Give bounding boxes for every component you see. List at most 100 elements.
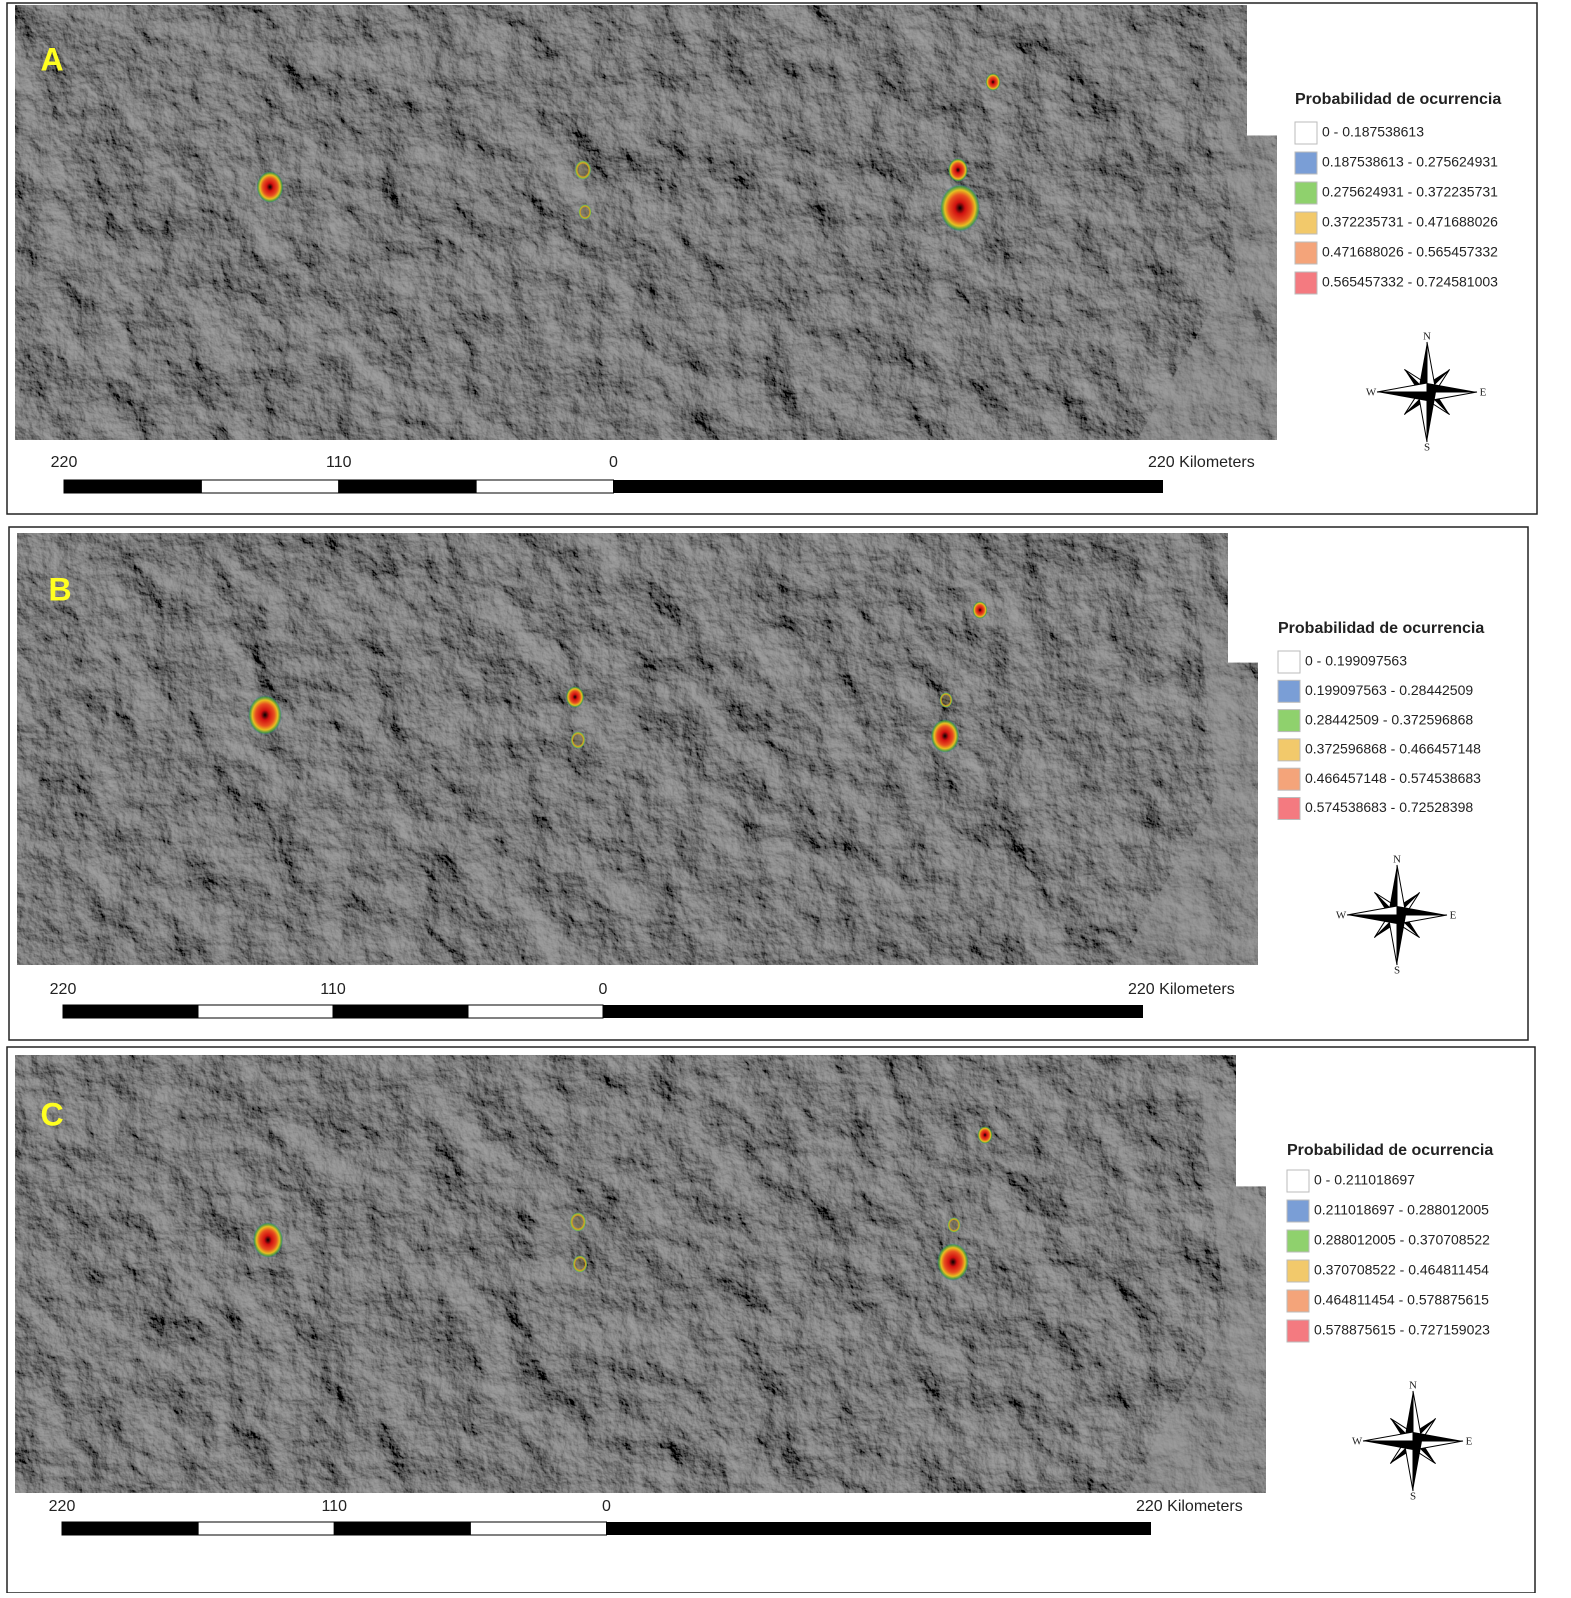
probability-hotspot — [947, 1217, 961, 1233]
compass-s: S — [1424, 442, 1430, 454]
panel-label: A — [40, 41, 63, 77]
scale-segment — [334, 1522, 470, 1535]
probability-hotspot — [575, 160, 592, 180]
compass-w: W — [1352, 1436, 1363, 1448]
scale-segment — [333, 1005, 468, 1018]
scale-segment — [603, 1005, 1143, 1018]
figure: A Probabilidad de ocurrencia 0 - 0.1875386… — [0, 0, 1571, 1593]
legend-label: 0.275624931 - 0.372235731 — [1322, 184, 1498, 200]
probability-hotspot — [948, 158, 968, 182]
legend-swatch — [1287, 1290, 1309, 1312]
compass-w: W — [1336, 910, 1347, 922]
hillshade — [15, 1055, 1266, 1493]
scale-label: 0 — [602, 1498, 611, 1515]
scale-segment — [63, 1005, 198, 1018]
legend-label: 0.574538683 - 0.72528398 — [1305, 799, 1473, 815]
legend-swatch — [1295, 242, 1317, 264]
hillshade — [15, 5, 1277, 440]
ocean-cut — [1247, 5, 1277, 136]
scale-segment — [468, 1005, 603, 1018]
probability-hotspot — [931, 719, 960, 753]
compass-s: S — [1394, 965, 1400, 977]
scale-segment — [339, 480, 476, 493]
legend-swatch — [1287, 1200, 1309, 1222]
legend-label: 0 - 0.211018697 — [1314, 1172, 1415, 1188]
probability-hotspot — [570, 1212, 587, 1232]
panel-label: B — [48, 571, 71, 607]
legend-swatch — [1287, 1320, 1309, 1342]
legend-label: 0 - 0.187538613 — [1322, 124, 1424, 140]
legend-label: 0.211018697 - 0.288012005 — [1314, 1202, 1489, 1218]
scale-label: 220 Kilometers — [1136, 1498, 1243, 1515]
scale-segment — [64, 480, 201, 493]
scale-label: 0 — [599, 981, 608, 998]
scale-segment — [201, 480, 338, 493]
legend-label: 0.187538613 - 0.275624931 — [1322, 154, 1498, 170]
compass-e: E — [1480, 387, 1487, 399]
legend-swatch — [1278, 710, 1300, 732]
legend-label: 0 - 0.199097563 — [1305, 653, 1407, 669]
legend-label: 0.578875615 - 0.727159023 — [1314, 1322, 1490, 1338]
probability-hotspot — [570, 731, 585, 749]
scale-label: 220 — [50, 981, 77, 998]
scale-label: 110 — [321, 1498, 347, 1515]
legend-swatch — [1278, 739, 1300, 761]
legend-swatch — [1295, 152, 1317, 174]
legend-title: Probabilidad de ocurrencia — [1278, 620, 1484, 637]
legend-title: Probabilidad de ocurrencia — [1287, 1142, 1493, 1159]
probability-hotspot — [248, 695, 282, 735]
probability-hotspot — [985, 73, 1000, 91]
ocean-cut — [1228, 533, 1258, 663]
legend-swatch — [1287, 1230, 1309, 1252]
compass-s: S — [1410, 1491, 1416, 1503]
legend-swatch — [1278, 651, 1300, 673]
probability-hotspot — [937, 1243, 969, 1281]
scale-segment — [62, 1522, 198, 1535]
legend-label: 0.28442509 - 0.372596868 — [1305, 711, 1473, 727]
legend-label: 0.372596868 - 0.466457148 — [1305, 741, 1481, 757]
scale-label: 220 — [51, 454, 78, 471]
scale-segment — [476, 480, 613, 493]
scale-label: 220 — [49, 1498, 76, 1515]
probability-hotspot — [566, 686, 585, 708]
legend-swatch — [1295, 272, 1317, 294]
legend-swatch — [1278, 798, 1300, 820]
probability-hotspot — [256, 171, 283, 203]
scale-segment — [607, 1522, 1152, 1535]
compass-e: E — [1466, 1436, 1473, 1448]
ocean-cut — [1236, 1055, 1266, 1186]
compass-n: N — [1423, 331, 1431, 343]
probability-hotspot — [572, 1255, 587, 1273]
compass-e: E — [1450, 910, 1457, 922]
scale-label: 220 Kilometers — [1128, 981, 1235, 998]
legend-swatch — [1295, 182, 1317, 204]
legend-label: 0.372235731 - 0.471688026 — [1322, 214, 1498, 230]
scale-segment — [470, 1522, 606, 1535]
legend-label: 0.199097563 - 0.28442509 — [1305, 682, 1473, 698]
compass-n: N — [1393, 854, 1401, 866]
legend-swatch — [1295, 212, 1317, 234]
legend-swatch — [1278, 680, 1300, 702]
legend-swatch — [1287, 1260, 1309, 1282]
legend-label: 0.370708522 - 0.464811454 — [1314, 1262, 1489, 1278]
legend-label: 0.565457332 - 0.724581003 — [1322, 274, 1498, 290]
probability-hotspot — [940, 184, 981, 232]
panel-label: C — [40, 1096, 63, 1132]
legend-label: 0.466457148 - 0.574538683 — [1305, 770, 1481, 786]
scale-label: 0 — [609, 454, 618, 471]
legend-swatch — [1295, 122, 1317, 144]
compass-n: N — [1409, 1380, 1417, 1392]
probability-hotspot — [972, 601, 987, 619]
legend-label: 0.471688026 - 0.565457332 — [1322, 244, 1498, 260]
scale-segment — [198, 1005, 333, 1018]
legend-title: Probabilidad de ocurrencia — [1295, 91, 1501, 108]
hillshade — [17, 533, 1258, 965]
legend-swatch — [1278, 768, 1300, 790]
scale-label: 110 — [326, 454, 352, 471]
scale-label: 220 Kilometers — [1148, 454, 1255, 471]
legend-swatch — [1287, 1170, 1309, 1192]
probability-hotspot — [939, 692, 953, 708]
legend-label: 0.288012005 - 0.370708522 — [1314, 1232, 1490, 1248]
scale-segment — [614, 480, 1164, 493]
compass-w: W — [1366, 387, 1377, 399]
